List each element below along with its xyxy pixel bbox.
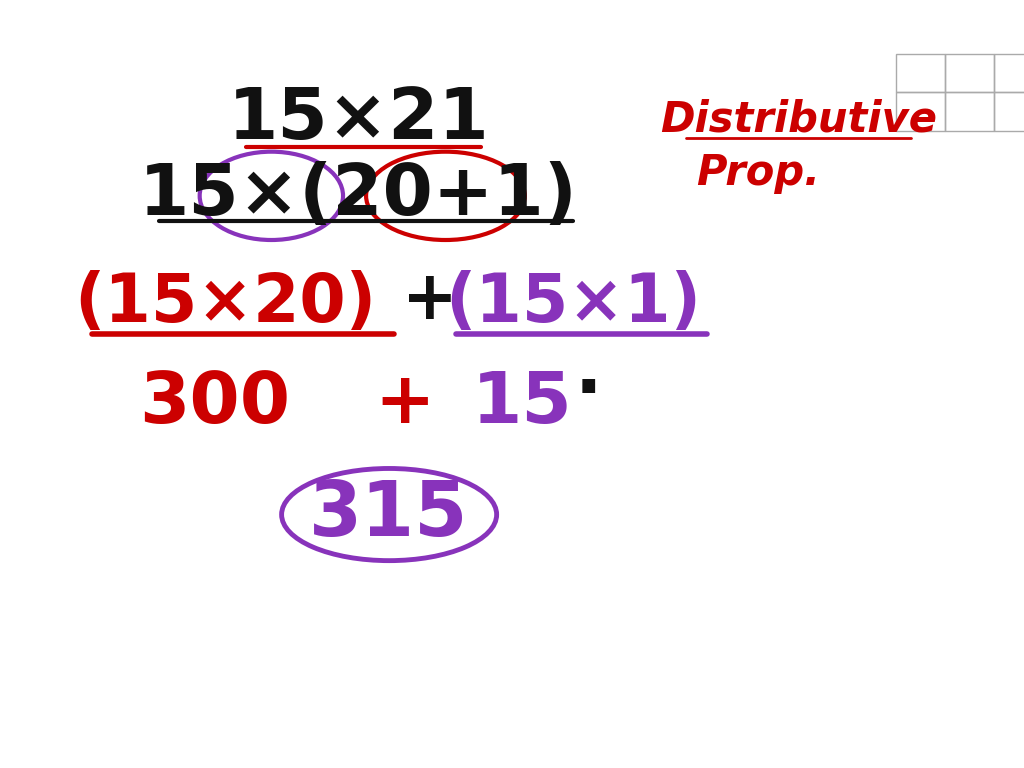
Bar bbox=[945, 54, 994, 92]
Text: 300: 300 bbox=[139, 369, 291, 438]
Text: Prop.: Prop. bbox=[695, 152, 820, 194]
Bar bbox=[994, 54, 1024, 92]
Text: (15×20): (15×20) bbox=[74, 270, 377, 336]
Bar bbox=[945, 92, 994, 131]
Text: 15×(20+1): 15×(20+1) bbox=[139, 161, 578, 230]
Bar bbox=[896, 54, 945, 92]
Text: ·: · bbox=[575, 357, 602, 426]
Text: 15: 15 bbox=[472, 369, 572, 438]
Text: (15×1): (15×1) bbox=[445, 270, 701, 336]
Text: Distributive: Distributive bbox=[660, 98, 937, 140]
Text: 15×21: 15×21 bbox=[227, 84, 489, 154]
Text: 315: 315 bbox=[309, 478, 469, 551]
Bar bbox=[896, 92, 945, 131]
Text: +: + bbox=[374, 369, 435, 438]
Text: +: + bbox=[402, 266, 458, 333]
Bar bbox=[994, 92, 1024, 131]
